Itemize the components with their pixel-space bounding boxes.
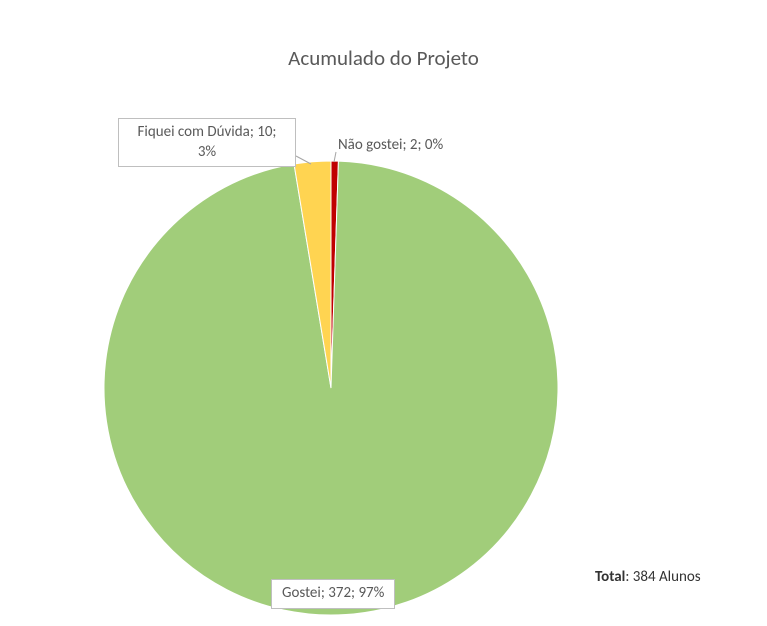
total-label: Total <box>595 568 625 586</box>
pie-chart <box>0 0 767 626</box>
total-value: : 384 Alunos <box>625 568 700 586</box>
label-fiquei-com-duvida: Fiquei com Dúvida; 10; 3% <box>118 118 296 167</box>
total-line: Total: 384 Alunos <box>595 568 701 586</box>
label-fiquei-line2: 3% <box>129 143 285 163</box>
label-nao-gostei: Não gostei; 2; 0% <box>338 136 443 154</box>
label-gostei: Gostei; 372; 97% <box>271 579 395 609</box>
pie-svg <box>0 0 767 626</box>
label-fiquei-line1: Fiquei com Dúvida; 10; <box>129 123 285 143</box>
